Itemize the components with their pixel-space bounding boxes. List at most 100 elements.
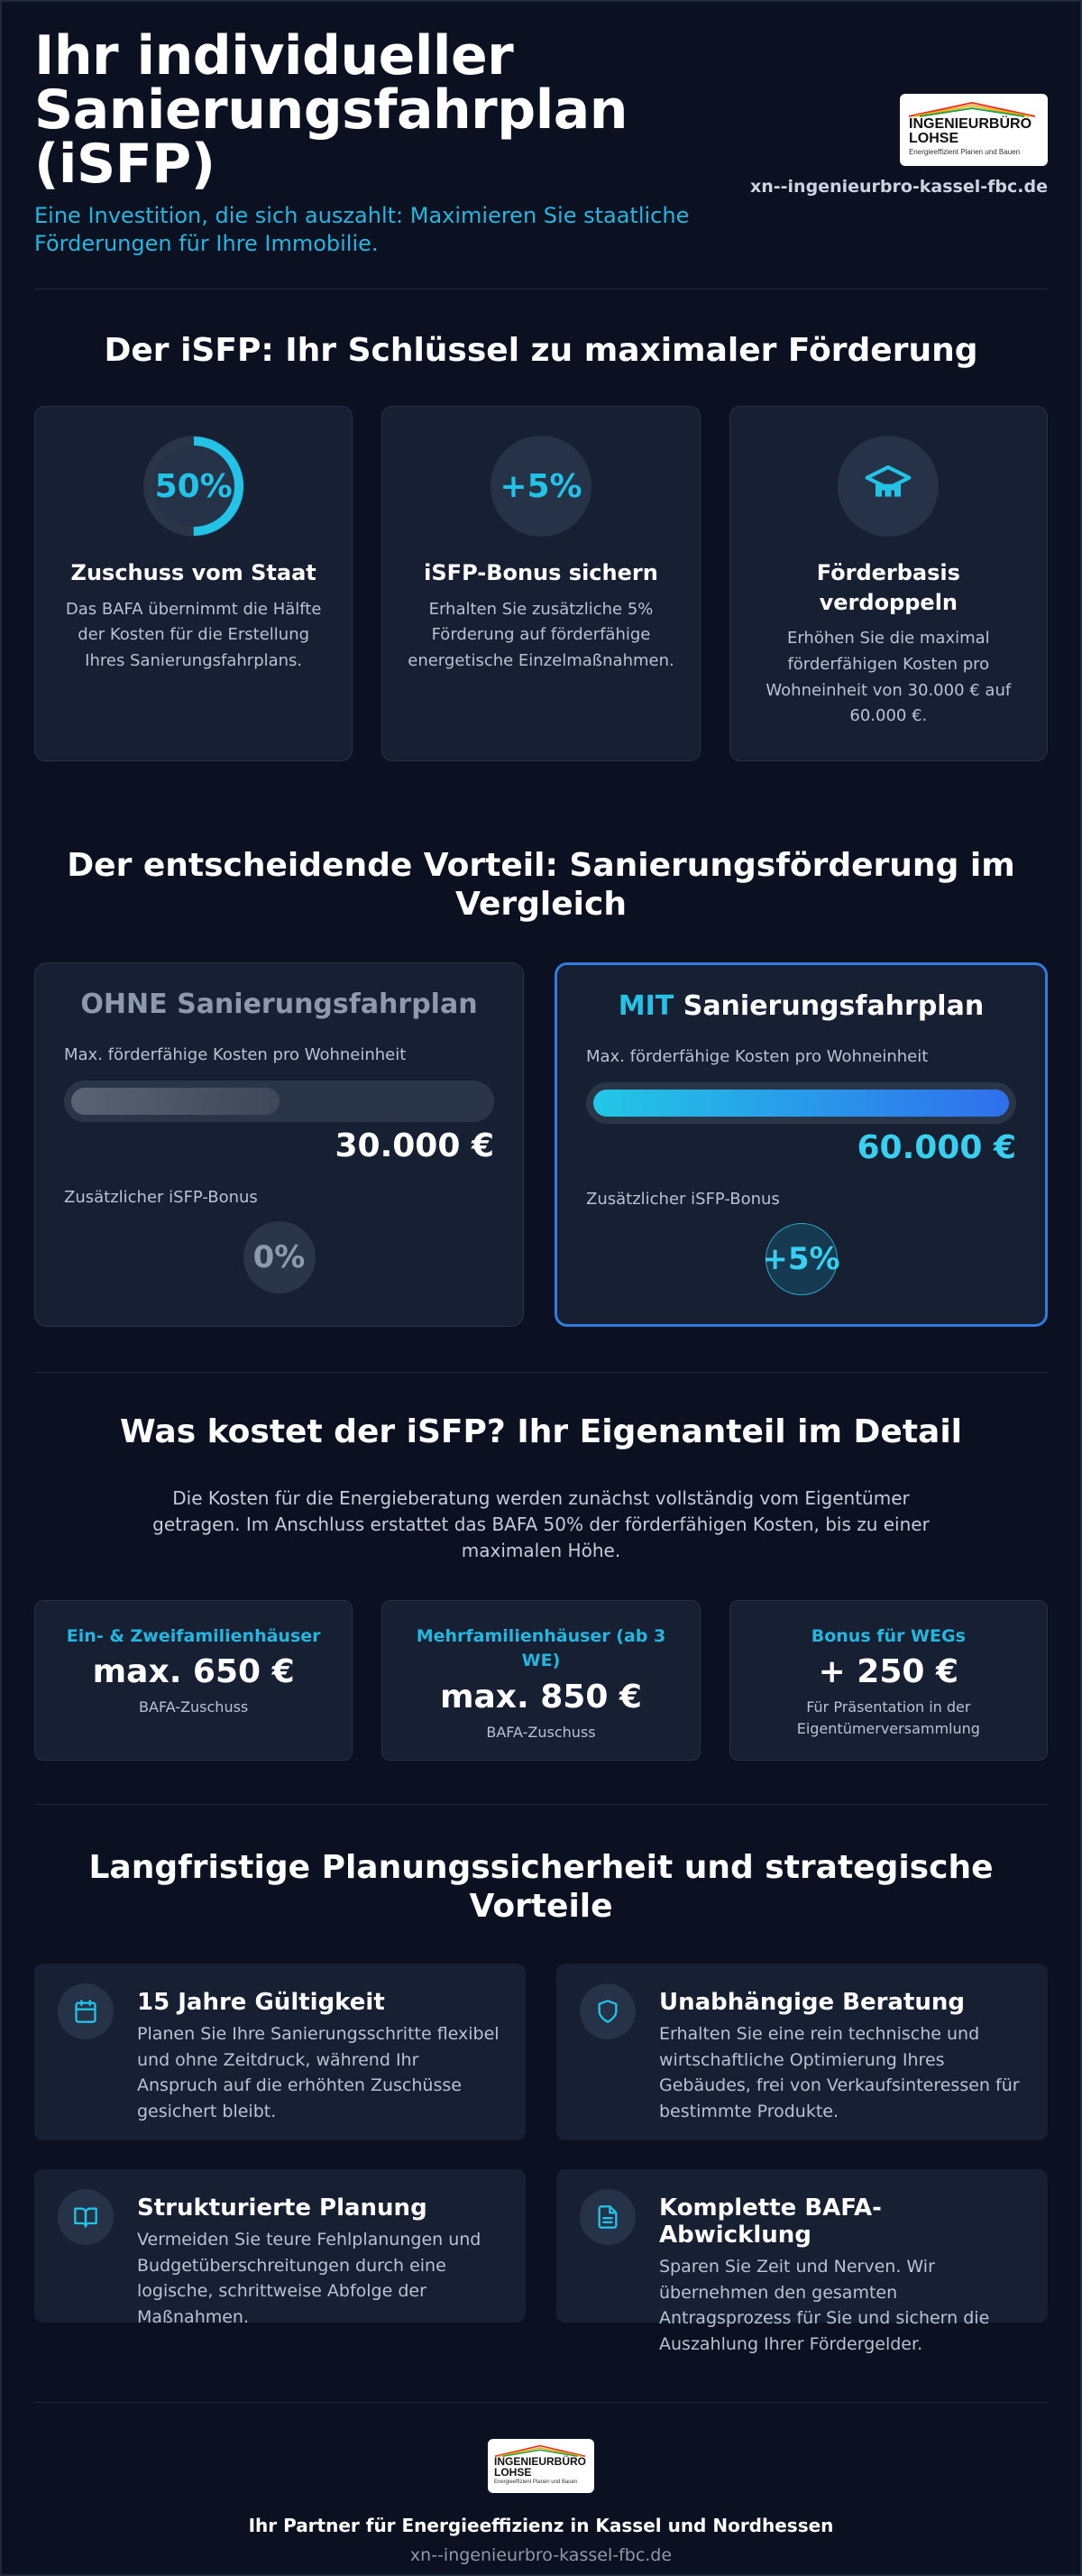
cost-card: Ein- & Zweifamilienhäuser max. 650 € BAF…: [34, 1599, 353, 1761]
section-vorteile: Langfristige Planungssicherheit und stra…: [34, 1848, 1048, 2354]
benefit-icon-badge: [580, 1983, 636, 2040]
title-line-2: Sanierungsfahrplan: [34, 78, 628, 142]
compare-heading: MIT Sanierungsfahrplan: [586, 990, 1016, 1022]
benefit-text: Sparen Sie Zeit und Nerven. Wir übernehm…: [659, 2257, 990, 2354]
company-logo[interactable]: INGENIEURBÜRO LOHSE Energieeffizient Pla…: [900, 94, 1048, 166]
benefit-text: Erhalten Sie eine rein technische und wi…: [659, 2024, 1020, 2121]
page-title: Ihr individueller Sanierungsfahrplan (iS…: [34, 29, 738, 191]
cost-card: Mehrfamilienhäuser (ab 3 WE) max. 850 € …: [381, 1599, 701, 1761]
footer-logo[interactable]: INGENIEURBÜRO LOHSE Energieeffizient Pla…: [488, 2439, 594, 2494]
footer-tagline: Ihr Partner für Energieeffizienz in Kass…: [248, 2515, 834, 2537]
cost-bar-track: [64, 1080, 494, 1122]
footer-domain-link[interactable]: xn--ingenieurbro-kassel-fbc.de: [409, 2545, 673, 2566]
divider: [34, 1371, 1048, 1373]
feature-title: Förderbasis verdoppeln: [816, 560, 960, 615]
title-line-1: Ihr individueller: [34, 24, 514, 87]
benefit-card: Unabhängige Beratung Erhalten Sie eine r…: [556, 1964, 1048, 2141]
cost-card-heading: Ein- & Zweifamilienhäuser: [66, 1625, 321, 1646]
benefit-title: Unabhängige Beratung: [659, 1989, 966, 2017]
section3-title: Was kostet der iSFP? Ihr Eigenanteil im …: [120, 1412, 962, 1450]
cost-bar-fill: [71, 1087, 280, 1115]
compare-card-with: MIT Sanierungsfahrplan Max. förderfähige…: [555, 961, 1048, 1327]
logo-roof-icon: [909, 101, 1035, 117]
benefit-card: 15 Jahre Gültigkeit Planen Sie Ihre Sani…: [34, 1964, 526, 2141]
logo-tagline: Energieeffizient Planen und Bauen: [494, 2479, 578, 2486]
header-right: INGENIEURBÜRO LOHSE Energieeffizient Pla…: [750, 94, 1048, 197]
compare-row: OHNE Sanierungsfahrplan Max. förderfähig…: [34, 961, 1048, 1327]
badge-value: 50%: [154, 467, 233, 505]
logo-tagline: Energieeffizient Planen und Bauen: [909, 147, 1021, 156]
logo-text-line1: INGENIEURBÜRO: [494, 2455, 587, 2469]
cost-card-note: Für Präsentation in der Eigentümerversam…: [796, 1698, 980, 1737]
page-subtitle: Eine Investition, die sich auszahlt: Max…: [34, 203, 690, 257]
benefit-icon-badge: [58, 2189, 114, 2246]
cost-card-heading: Mehrfamilienhäuser (ab 3 WE): [416, 1625, 666, 1671]
section1-title: Der iSFP: Ihr Schlüssel zu maximaler För…: [104, 332, 978, 369]
benefit-body: Unabhängige Beratung Erhalten Sie eine r…: [659, 1983, 1024, 2121]
feature-card-foerderbasis: Förderbasis verdoppeln Erhöhen Sie die m…: [729, 406, 1048, 762]
benefit-title: 15 Jahre Gültigkeit: [137, 1989, 385, 2017]
compare-card-without: OHNE Sanierungsfahrplan Max. förderfähig…: [34, 961, 524, 1327]
cost-card-note: BAFA-Zuschuss: [486, 1724, 596, 1742]
book-icon: [74, 2207, 97, 2228]
bonus-value-badge: +5%: [762, 1222, 840, 1295]
bonus-value-badge: 0%: [243, 1220, 316, 1293]
cost-bar-track: [586, 1081, 1016, 1124]
section2-title: Der entscheidende Vorteil: Sanierungsför…: [67, 847, 1015, 924]
section-vergleich: Der entscheidende Vorteil: Sanierungsför…: [34, 846, 1048, 1327]
bonus-label: Zusätzlicher iSFP-Bonus: [586, 1189, 780, 1209]
benefit-body: Komplette BAFA-Abwicklung Sparen Sie Zei…: [659, 2189, 1024, 2354]
calendar-icon: [75, 2000, 96, 2023]
divider: [34, 289, 1048, 290]
feature-row: 50% Zuschuss vom Staat Das BAFA übernimm…: [34, 406, 1048, 762]
logo-text-line2: LOHSE: [909, 130, 959, 146]
cost-card-amount: + 250 €: [818, 1653, 959, 1691]
footer: INGENIEURBÜRO LOHSE Energieeffizient Pla…: [34, 2403, 1048, 2565]
logo-roof-icon: [495, 2444, 585, 2458]
benefit-card: Komplette BAFA-Abwicklung Sparen Sie Zei…: [556, 2169, 1048, 2354]
feature-text: Erhöhen Sie die maximal förderfähigen Ko…: [766, 628, 1012, 726]
compare-heading-rest: Sanierungsfahrplan: [167, 988, 478, 1020]
feature-text: Erhalten Sie zusätzliche 5% Förderung au…: [408, 599, 674, 671]
benefit-icon-badge: [580, 2189, 636, 2246]
feature-title: Zuschuss vom Staat: [70, 560, 316, 586]
section-foerderung: Der iSFP: Ihr Schlüssel zu maximaler För…: [34, 331, 1048, 762]
divider: [34, 1803, 1048, 1805]
feature-card-bonus: +5% iSFP-Bonus sichern Erhalten Sie zusä…: [381, 406, 701, 762]
logo-text-line2: LOHSE: [494, 2466, 532, 2479]
header: Ihr individueller Sanierungsfahrplan (iS…: [34, 2, 1048, 289]
header-left: Ihr individueller Sanierungsfahrplan (iS…: [34, 29, 738, 258]
graduation-cap-icon: [865, 465, 912, 497]
benefit-body: 15 Jahre Gültigkeit Planen Sie Ihre Sani…: [137, 1983, 502, 2121]
compare-heading-emphasis: OHNE: [80, 988, 168, 1020]
cost-card: Bonus für WEGs + 250 € Für Präsentation …: [729, 1599, 1048, 1761]
icon-badge: [838, 436, 940, 538]
shield-icon: [598, 2000, 618, 2023]
section3-intro: Die Kosten für die Energieberatung werde…: [152, 1486, 930, 1561]
section-kosten: Was kostet der iSFP? Ihr Eigenanteil im …: [34, 1412, 1048, 1761]
progress-ring-badge: 50%: [142, 436, 244, 538]
badge-value: +5%: [500, 467, 582, 505]
logo-text-line1: INGENIEURBÜRO: [909, 115, 1032, 132]
benefit-text: Vermeiden Sie teure Fehlplanungen und Bu…: [137, 2230, 481, 2327]
bonus-badge: +5%: [490, 436, 591, 538]
cost-card-amount: max. 650 €: [92, 1653, 295, 1691]
cost-amount: 60.000 €: [857, 1128, 1016, 1166]
compare-heading-emphasis: MIT: [618, 989, 674, 1022]
bonus-label: Zusätzlicher iSFP-Bonus: [64, 1187, 258, 1207]
header-domain-link[interactable]: xn--ingenieurbro-kassel-fbc.de: [749, 177, 1048, 197]
cost-card-note: BAFA-Zuschuss: [139, 1698, 249, 1716]
benefit-title: Strukturierte Planung: [137, 2194, 427, 2222]
benefit-body: Strukturierte Planung Vermeiden Sie teur…: [137, 2189, 502, 2327]
feature-card-zuschuss: 50% Zuschuss vom Staat Das BAFA übernimm…: [34, 406, 353, 762]
benefit-card: Strukturierte Planung Vermeiden Sie teur…: [34, 2169, 526, 2327]
cost-bar-fill: [593, 1089, 1009, 1117]
feature-title: iSFP-Bonus sichern: [424, 560, 658, 586]
benefit-icon-badge: [58, 1983, 114, 2040]
compare-heading-rest: Sanierungsfahrplan: [674, 989, 985, 1022]
benefit-text: Planen Sie Ihre Sanierungsschritte flexi…: [137, 2024, 500, 2121]
document-icon: [598, 2205, 618, 2229]
benefit-title: Komplette BAFA-Abwicklung: [659, 2194, 882, 2249]
section4-title: Langfristige Planungssicherheit und stra…: [88, 1848, 994, 1925]
